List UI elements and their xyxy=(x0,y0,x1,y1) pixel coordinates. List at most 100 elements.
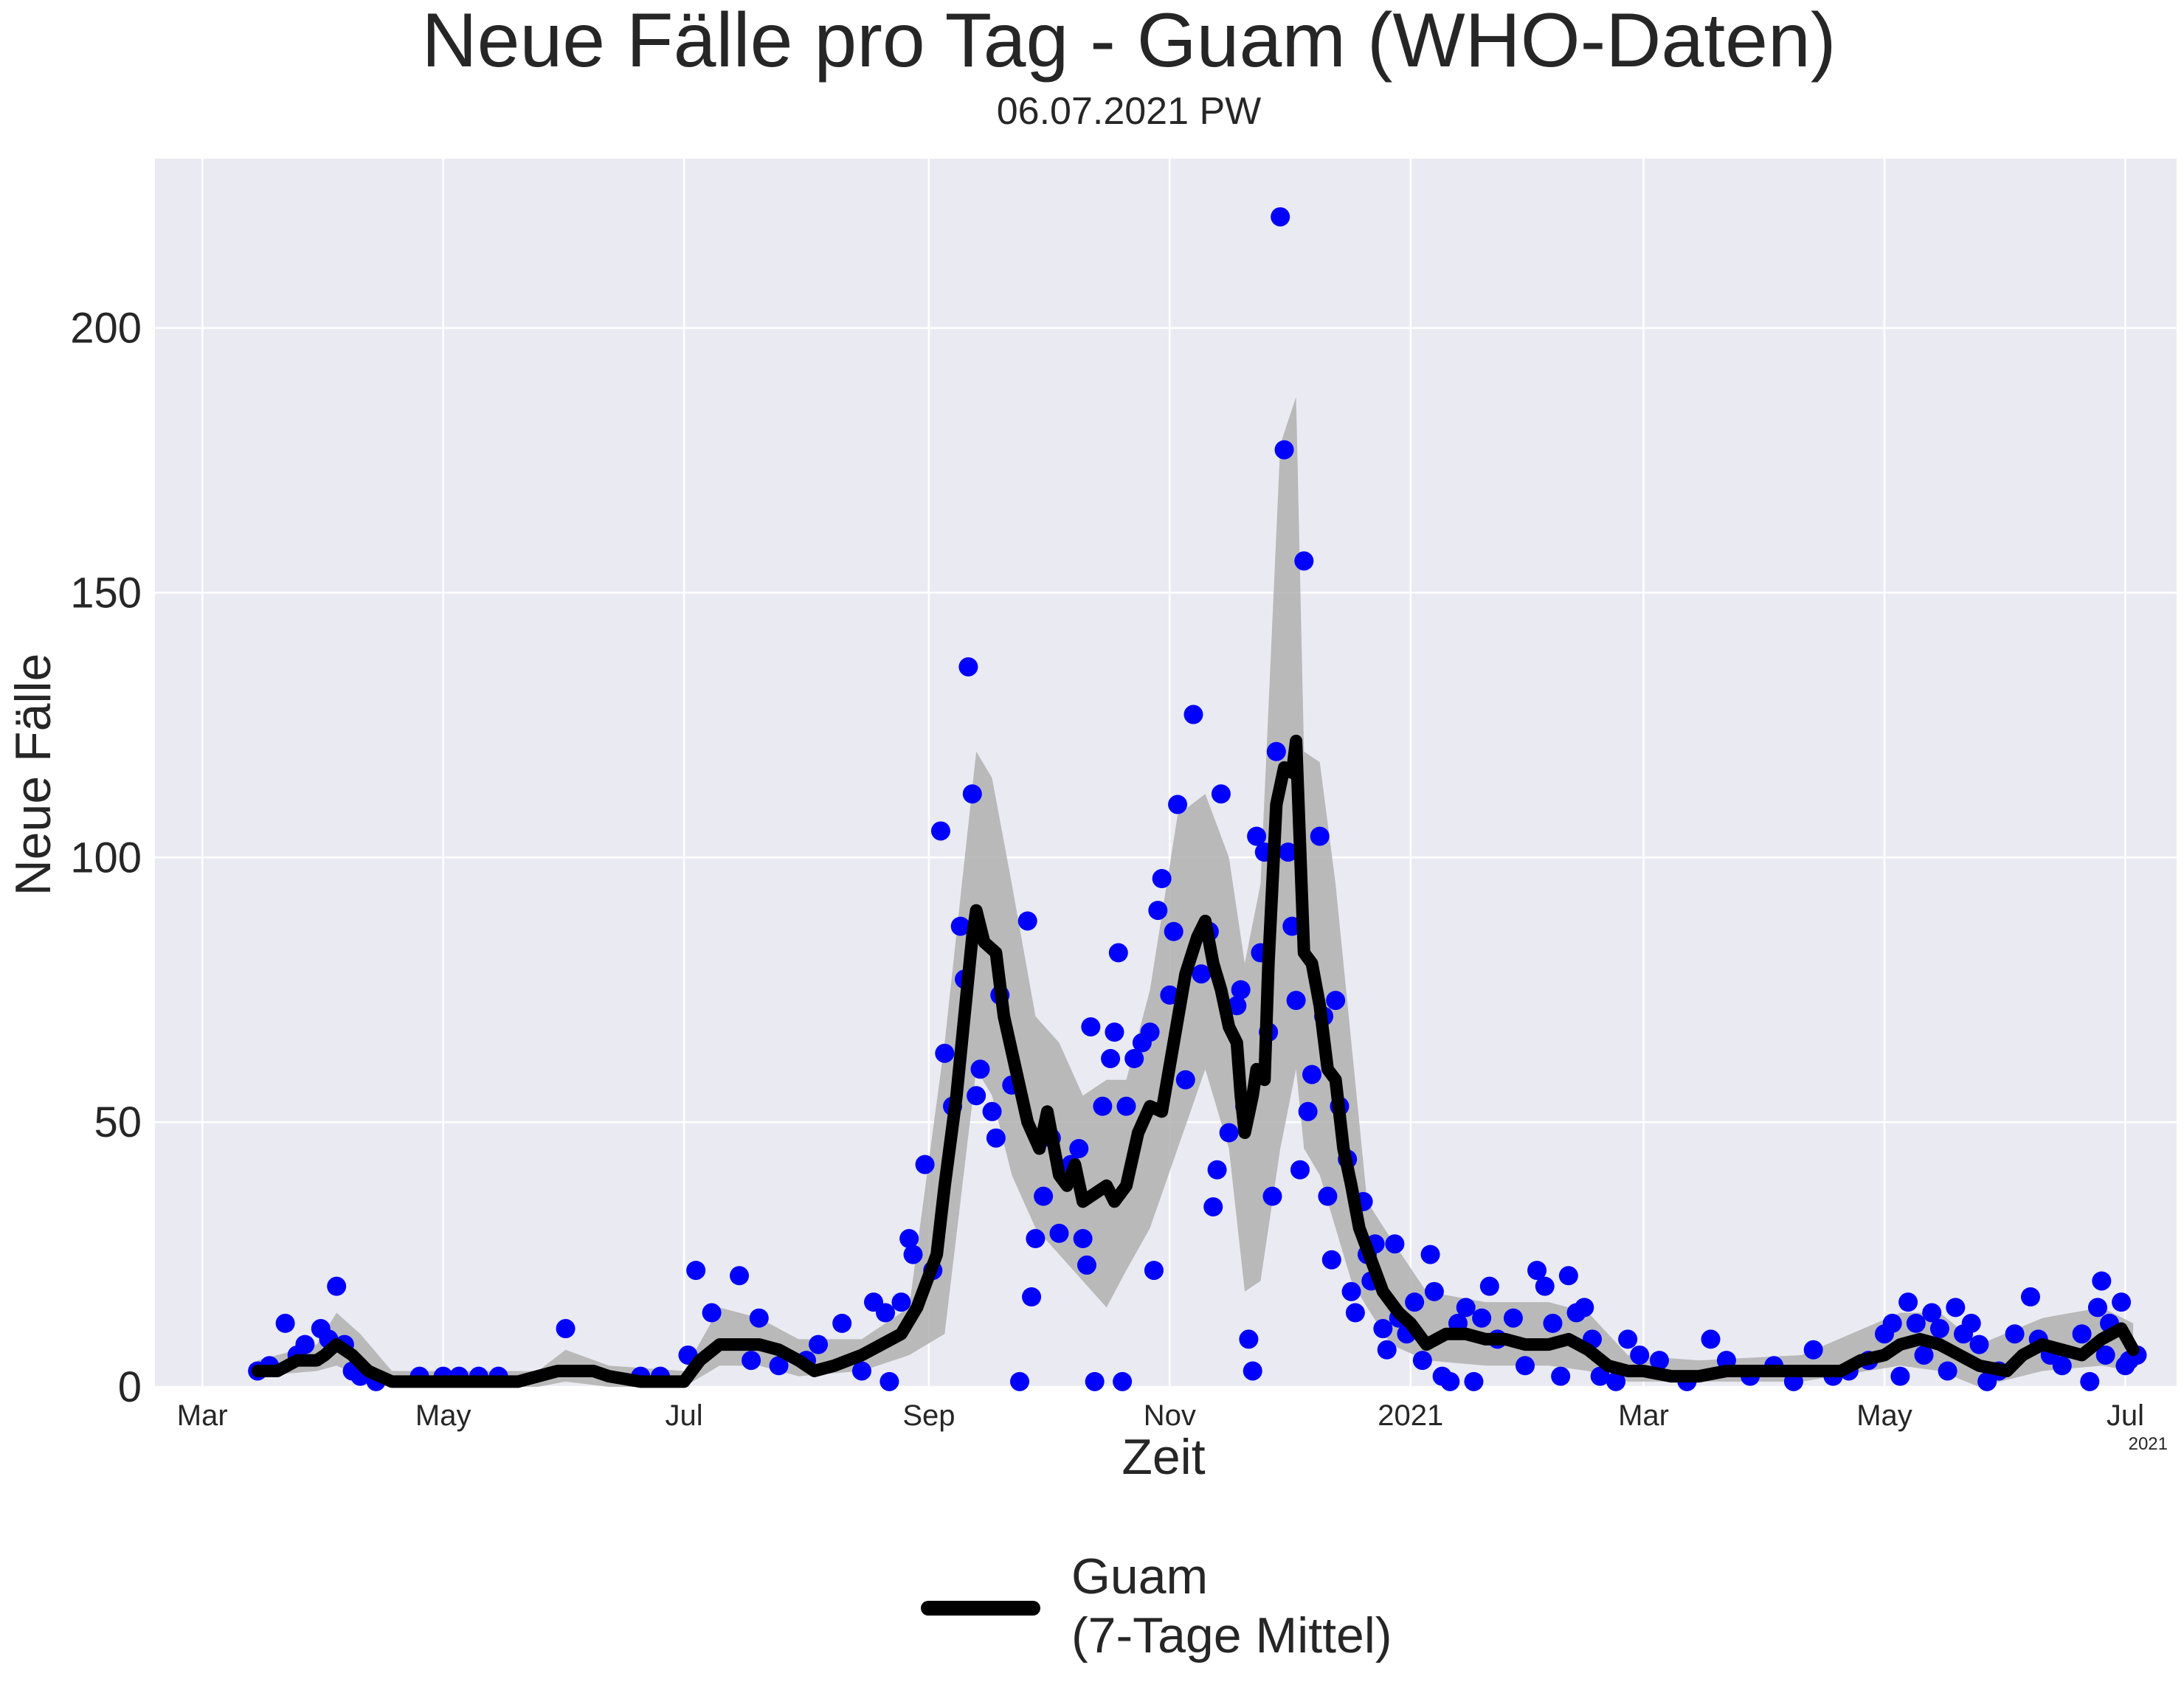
daily-case-point xyxy=(1961,1313,1981,1333)
daily-case-point xyxy=(1914,1345,1934,1365)
daily-case-point xyxy=(1385,1234,1405,1254)
daily-case-point xyxy=(1440,1371,1460,1391)
daily-case-point xyxy=(1606,1371,1626,1391)
daily-case-point xyxy=(1630,1345,1650,1365)
x-tick-label: Sep xyxy=(902,1399,955,1432)
daily-case-point xyxy=(556,1319,576,1339)
grid xyxy=(155,159,2177,1388)
daily-case-point xyxy=(1649,1351,1669,1371)
daily-cases-points xyxy=(248,207,2147,1391)
daily-case-point xyxy=(1503,1308,1523,1328)
band-area xyxy=(258,396,2134,1387)
confidence-band xyxy=(258,396,2134,1387)
plot-area xyxy=(155,159,2177,1387)
y-tick-label: 200 xyxy=(70,305,142,353)
daily-case-point xyxy=(1898,1292,1918,1312)
daily-case-point xyxy=(958,657,978,676)
daily-case-point xyxy=(1231,980,1251,1000)
daily-case-point xyxy=(749,1308,769,1328)
daily-case-point xyxy=(1203,1197,1223,1216)
seven-day-mean-line xyxy=(251,734,2140,1388)
daily-case-point xyxy=(1207,1160,1227,1180)
daily-case-point xyxy=(876,1303,896,1323)
daily-case-point xyxy=(1922,1303,1942,1323)
y-tick-label: 100 xyxy=(70,834,142,882)
daily-case-point xyxy=(1124,1049,1144,1069)
daily-case-point xyxy=(1551,1366,1571,1386)
daily-case-point xyxy=(2052,1356,2072,1376)
daily-case-point xyxy=(1081,1017,1101,1036)
daily-case-point xyxy=(1219,1123,1239,1143)
daily-case-point xyxy=(1113,1371,1133,1391)
daily-case-point xyxy=(1247,826,1267,846)
daily-case-point xyxy=(1034,1186,1054,1206)
daily-case-point xyxy=(2080,1371,2100,1391)
daily-case-point xyxy=(1298,1101,1318,1121)
daily-case-point xyxy=(1946,1298,1966,1318)
daily-case-point xyxy=(986,1128,1006,1148)
y-tick-label: 50 xyxy=(94,1098,142,1146)
daily-case-point xyxy=(686,1261,706,1281)
daily-case-point xyxy=(1243,1361,1262,1381)
legend-label-line-1: Guam xyxy=(1071,1548,1208,1604)
daily-case-point xyxy=(275,1313,295,1333)
daily-case-point xyxy=(1009,1371,1029,1391)
daily-case-point xyxy=(967,1086,986,1106)
daily-case-point xyxy=(1105,1022,1124,1042)
daily-case-point xyxy=(2005,1324,2025,1344)
daily-case-point xyxy=(935,1043,955,1063)
daily-case-point xyxy=(1929,1319,1949,1339)
x-tick-label: May xyxy=(1856,1399,1912,1432)
y-axis-label: Neue Fälle xyxy=(5,654,61,896)
daily-case-point xyxy=(1160,985,1180,1005)
daily-case-point xyxy=(1093,1096,1113,1116)
daily-case-point xyxy=(982,1101,1002,1121)
mean-line-path xyxy=(251,734,2140,1388)
daily-case-point xyxy=(950,916,970,936)
daily-case-point xyxy=(1239,1329,1259,1349)
daily-case-point xyxy=(1424,1281,1444,1301)
daily-case-point xyxy=(1803,1340,1823,1360)
legend-label-line-2: (7-Tage Mittel) xyxy=(1071,1607,1392,1663)
daily-case-point xyxy=(1535,1276,1555,1296)
daily-case-point xyxy=(1294,551,1314,571)
daily-case-point xyxy=(2087,1298,2107,1318)
daily-case-point xyxy=(1148,901,1168,921)
x-axis-ticks: Mar May Jul Sep Nov 2021 Mar May Jul xyxy=(177,1399,2144,1432)
daily-case-point xyxy=(809,1334,829,1354)
daily-case-point xyxy=(1077,1255,1096,1275)
daily-case-point xyxy=(2112,1292,2132,1312)
daily-case-point xyxy=(702,1303,722,1323)
daily-case-point xyxy=(1420,1244,1440,1264)
daily-case-point xyxy=(1022,1287,1042,1306)
daily-case-point xyxy=(1116,1096,1136,1116)
daily-case-point xyxy=(1108,943,1128,963)
daily-case-point xyxy=(1882,1313,1902,1333)
x-tick-label: May xyxy=(415,1399,471,1432)
daily-case-point xyxy=(1164,921,1183,941)
daily-case-point xyxy=(1479,1276,1499,1296)
daily-case-point xyxy=(851,1361,871,1381)
daily-case-point xyxy=(295,1334,315,1354)
x-tick-label: Mar xyxy=(177,1399,228,1432)
daily-case-point xyxy=(1211,784,1231,804)
daily-case-point xyxy=(1515,1356,1535,1376)
daily-case-point xyxy=(2095,1345,2115,1365)
daily-case-point xyxy=(1373,1319,1393,1339)
daily-case-point xyxy=(1405,1292,1425,1312)
x-tick-label: Nov xyxy=(1144,1399,1196,1432)
daily-case-point xyxy=(1906,1313,1926,1333)
daily-case-point xyxy=(1456,1298,1476,1318)
daily-case-point xyxy=(1168,794,1188,814)
daily-case-point xyxy=(1345,1303,1365,1323)
daily-case-point xyxy=(742,1351,761,1371)
daily-case-point xyxy=(1266,741,1286,761)
daily-case-point xyxy=(1183,704,1203,724)
daily-case-point xyxy=(1101,1049,1121,1069)
daily-case-point xyxy=(1192,964,1212,984)
daily-case-point xyxy=(1543,1313,1563,1333)
daily-case-point xyxy=(915,1154,935,1174)
daily-case-point xyxy=(1073,1229,1093,1249)
daily-case-point xyxy=(1527,1261,1547,1281)
